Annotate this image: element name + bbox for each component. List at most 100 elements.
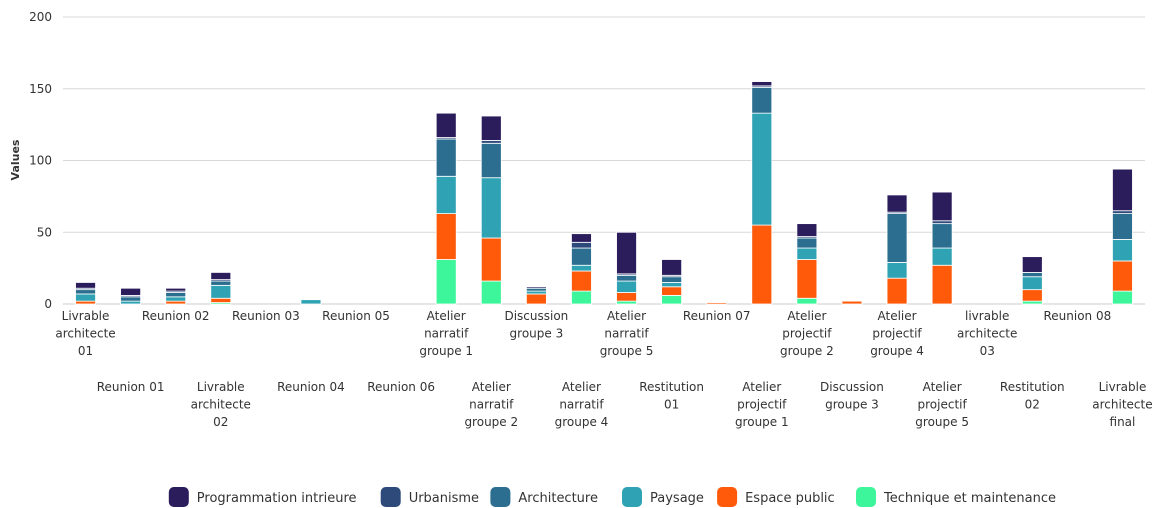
bar-segment[interactable] (480, 177, 502, 239)
bar-segment[interactable] (210, 280, 232, 286)
bar-segment[interactable] (661, 276, 683, 283)
bar-segment[interactable] (931, 220, 953, 225)
bar-segment[interactable] (661, 286, 683, 296)
bar-segment[interactable] (1112, 168, 1133, 212)
y-tick-label: 100 (29, 154, 52, 168)
x-tick-label: Discussion groupe 3 (504, 309, 568, 341)
bar-segment[interactable] (525, 290, 547, 295)
bar-segment[interactable] (661, 282, 683, 288)
bar-segment[interactable] (796, 259, 818, 299)
bar-segment[interactable] (210, 272, 232, 281)
bar-segment[interactable] (300, 299, 322, 305)
bar-segment[interactable] (165, 292, 187, 298)
bar-segment[interactable] (1112, 239, 1133, 262)
bar-segment[interactable] (165, 300, 187, 305)
x-tick-label: Livrable architecte final (1092, 380, 1152, 429)
bar-segment[interactable] (75, 300, 96, 305)
legend-item[interactable]: Paysage (622, 487, 704, 507)
bar-segment[interactable] (886, 277, 908, 305)
bar-segment[interactable] (931, 247, 953, 266)
bar-segment[interactable] (480, 115, 502, 141)
bar-segment[interactable] (480, 280, 502, 305)
bar-segment[interactable] (165, 296, 187, 302)
bar-segment[interactable] (616, 280, 637, 293)
bar-segment[interactable] (886, 194, 908, 213)
bar-segment[interactable] (1021, 256, 1043, 273)
legend-item[interactable]: Programmation intrieure (168, 487, 357, 507)
bar-segment[interactable] (480, 142, 502, 179)
bar-segment[interactable] (616, 231, 637, 275)
bar-segment[interactable] (571, 241, 592, 249)
bar-segment[interactable] (931, 191, 953, 222)
bar-segment[interactable] (1112, 260, 1133, 292)
x-tick-label: Reunion 07 (683, 309, 751, 323)
bar-segment[interactable] (1112, 290, 1133, 305)
x-tick-label: Atelier narratif groupe 4 (555, 380, 609, 429)
bar-segment[interactable] (75, 293, 96, 302)
legend-item[interactable]: Technique et maintenance (856, 487, 1056, 507)
bar-segment[interactable] (706, 302, 728, 305)
bar-segment[interactable] (1021, 276, 1043, 291)
bar-segment[interactable] (75, 282, 96, 289)
bar-segment[interactable] (616, 300, 637, 305)
bar-segment[interactable] (796, 237, 818, 249)
bar-segment[interactable] (435, 138, 457, 177)
legend: Programmation intrieure Urbanisme Architec… (168, 487, 1056, 507)
bar-segment[interactable] (661, 259, 683, 276)
bar-segment[interactable] (120, 287, 142, 296)
bar-segment[interactable] (210, 297, 232, 303)
bar-segment[interactable] (525, 287, 547, 292)
bar-segment[interactable] (886, 261, 908, 279)
bar-segment[interactable] (435, 175, 457, 214)
y-tick-label: 150 (29, 82, 52, 96)
bar-segment[interactable] (796, 297, 818, 305)
legend-swatch (490, 487, 511, 507)
legend-item[interactable]: Espace public (717, 487, 835, 507)
bar-segment[interactable] (120, 296, 142, 302)
bar-segment[interactable] (210, 284, 232, 299)
bar-segment[interactable] (525, 293, 547, 305)
bar-segment[interactable] (571, 264, 592, 272)
x-tick-label: Livrable architecte 02 (191, 380, 251, 429)
bars (75, 81, 1133, 305)
bar-segment[interactable] (571, 247, 592, 266)
bar-segment[interactable] (480, 237, 502, 282)
bar-segment[interactable] (796, 247, 818, 260)
bar-segment[interactable] (435, 259, 457, 305)
legend-item[interactable]: Urbanisme (380, 487, 479, 507)
bar-segment[interactable] (751, 112, 773, 226)
bar-segment[interactable] (661, 294, 683, 305)
bar-segment[interactable] (616, 274, 637, 282)
bar-segment[interactable] (751, 224, 773, 305)
bar-segment[interactable] (841, 300, 863, 305)
bar-segment[interactable] (435, 112, 457, 138)
bar-segment[interactable] (886, 213, 908, 263)
bar-segment[interactable] (796, 223, 818, 237)
bar-segment[interactable] (931, 264, 953, 305)
bar-segment[interactable] (931, 223, 953, 249)
bar-segment[interactable] (525, 286, 547, 289)
bar-segment[interactable] (571, 290, 592, 305)
bar-segment[interactable] (1021, 289, 1043, 302)
bar-segment[interactable] (616, 292, 637, 302)
bar-segment[interactable] (480, 140, 502, 144)
x-tick-label: Atelier projectif groupe 5 (915, 380, 969, 429)
bar-segment[interactable] (751, 86, 773, 114)
bar-segment[interactable] (75, 289, 96, 295)
bar-segment[interactable] (1021, 272, 1043, 278)
x-tick-label: livrable architecte 03 (957, 309, 1017, 358)
bar-segment[interactable] (1112, 213, 1133, 240)
bar-segment[interactable] (571, 270, 592, 292)
bar-segment[interactable] (1021, 300, 1043, 305)
bar-segment[interactable] (165, 287, 187, 292)
bar-segment[interactable] (120, 300, 142, 305)
x-tick-label: Atelier narratif groupe 1 (419, 309, 473, 358)
x-axis-ticks: Livrable architecte 01 Reunion 01 Reunion 02… (55, 309, 1152, 429)
legend-label: Paysage (650, 491, 704, 506)
bar-segment[interactable] (571, 233, 592, 243)
bar-segment[interactable] (435, 213, 457, 260)
bar-segment[interactable] (1112, 210, 1133, 214)
legend-swatch (622, 487, 642, 507)
legend-item[interactable]: Architecture (490, 487, 598, 507)
bar-segment[interactable] (751, 81, 773, 87)
